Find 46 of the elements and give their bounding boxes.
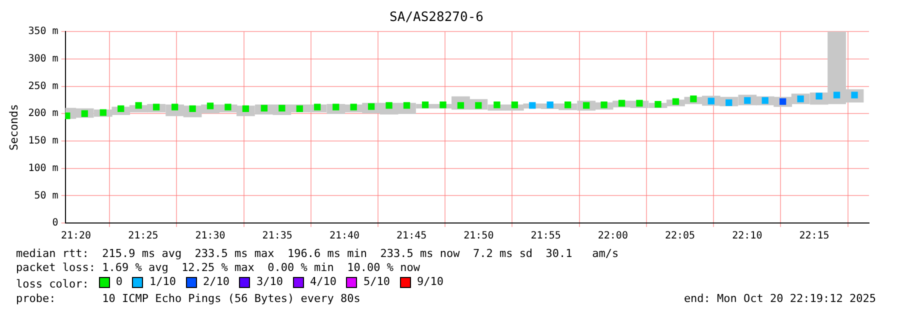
legend-label: 4/10	[310, 275, 336, 289]
x-tick-label: 22:10	[732, 230, 762, 242]
point	[494, 102, 500, 108]
x-tick-label: 21:55	[530, 230, 561, 242]
point	[636, 100, 643, 107]
x-tick-label: 21:30	[195, 230, 226, 242]
x-tick-label: 21:50	[464, 230, 494, 242]
y-tick-label: 50 m	[34, 190, 58, 202]
legend-label: 1/10	[149, 275, 176, 289]
point	[529, 102, 536, 109]
point	[833, 92, 840, 98]
x-tick-label: 22:05	[664, 230, 696, 242]
point	[546, 102, 554, 108]
point	[440, 102, 446, 108]
y-tick-label: 150 m	[28, 136, 58, 147]
x-tick-label: 21:25	[128, 230, 158, 242]
legend-label: 9/10	[416, 275, 444, 289]
x-tick-label: 21:40	[329, 230, 360, 242]
point	[654, 101, 662, 108]
x-tick-label: 21:20	[60, 230, 92, 242]
legend-label: 3/10	[256, 275, 283, 289]
x-tick-label: 22:00	[598, 230, 628, 242]
x-tick-label: 21:35	[262, 230, 292, 242]
chart-title: SA/AS28270-6	[390, 10, 484, 26]
text: end: Mon Oct 20 22:19:12 2025	[684, 292, 876, 306]
legend-label: 0	[116, 275, 122, 289]
point	[422, 102, 429, 108]
y-tick-label: 0	[52, 218, 58, 229]
y-tick-label: 200 m	[28, 108, 58, 120]
text: median rtt: 215.9 ms avg 233.5 ms max 196.6 ms min 233.5 ms now 7.2 ms sd 30.1 am/s	[16, 247, 620, 261]
y-tick-label: 300 m	[28, 54, 58, 65]
legend-label: 2/10	[202, 275, 230, 289]
legend-label: 5/10	[363, 275, 390, 289]
y-tick-label: 100 m	[28, 162, 58, 174]
text: packet loss: 1.69 % avg 12.25 % max 0.00 % min 10.00 % now	[16, 261, 421, 275]
y-axis-title: Seconds	[7, 104, 20, 150]
y-tick-label: 350 m	[28, 26, 58, 38]
point	[511, 102, 518, 108]
point	[672, 98, 680, 105]
legend-title: loss color:	[16, 278, 89, 290]
x-tick-label: 21:45	[396, 230, 427, 242]
text: probe: 10 ICMP Echo Pings (56 Bytes) every 80s	[16, 292, 360, 306]
y-tick-label: 250 m	[28, 80, 58, 92]
point	[618, 100, 626, 107]
x-tick-label: 22:15	[799, 230, 830, 242]
point	[564, 102, 572, 108]
